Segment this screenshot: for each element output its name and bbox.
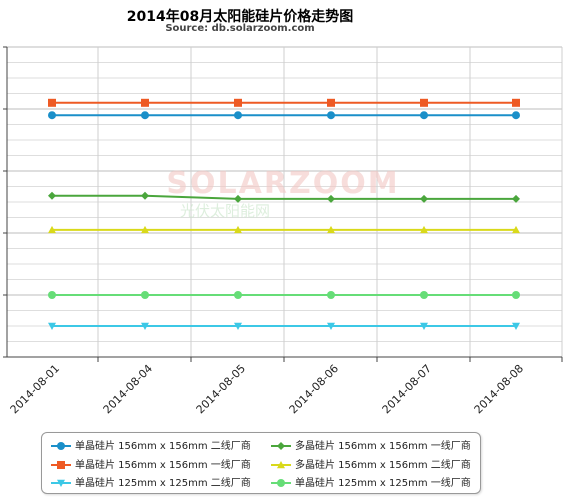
data-point bbox=[234, 194, 242, 203]
data-point bbox=[48, 191, 56, 200]
data-point bbox=[48, 98, 56, 107]
legend-item[interactable]: 单晶硅片 125mm x 125mm 一线厂商 bbox=[270, 476, 471, 491]
svg-text:SOLARZOOM: SOLARZOOM bbox=[166, 166, 399, 201]
legend-swatch bbox=[51, 479, 71, 487]
data-point bbox=[327, 225, 335, 234]
legend-label: 单晶硅片 156mm x 156mm 一线厂商 bbox=[75, 460, 251, 471]
legend-item[interactable]: 单晶硅片 156mm x 156mm 二线厂商 bbox=[50, 439, 251, 454]
data-point bbox=[420, 322, 428, 330]
data-point bbox=[512, 98, 520, 107]
data-point bbox=[57, 461, 65, 469]
series-4 bbox=[48, 191, 520, 203]
data-point bbox=[512, 322, 520, 330]
data-point bbox=[48, 111, 56, 120]
legend-swatch bbox=[51, 442, 71, 450]
data-point bbox=[234, 322, 242, 330]
data-point bbox=[327, 322, 335, 330]
svg-text:光伏太阳能网: 光伏太阳能网 bbox=[180, 202, 270, 220]
series-6 bbox=[48, 291, 520, 299]
data-point bbox=[141, 291, 149, 299]
data-point bbox=[234, 225, 242, 234]
data-point bbox=[512, 291, 520, 299]
axes bbox=[3, 46, 563, 362]
data-point bbox=[512, 225, 520, 234]
legend-label: 单晶硅片 125mm x 125mm 二线厂商 bbox=[75, 478, 251, 489]
grid-lines bbox=[7, 46, 563, 358]
data-point bbox=[327, 111, 335, 120]
data-point bbox=[48, 322, 56, 330]
data-point bbox=[234, 111, 242, 120]
x-tick-label: 2014-08-01 bbox=[8, 362, 62, 416]
series-2 bbox=[48, 98, 520, 107]
series-5 bbox=[48, 225, 520, 234]
series-1 bbox=[48, 111, 520, 120]
series-3 bbox=[48, 322, 520, 330]
chart-title: 2014年08月太阳能硅片价格走势图 bbox=[126, 9, 354, 25]
legend-item[interactable]: 单晶硅片 156mm x 156mm 一线厂商 bbox=[50, 458, 251, 473]
data-point bbox=[512, 194, 520, 203]
chart-subtitle: Source: db.solarzoom.com bbox=[165, 23, 315, 34]
x-tick-label: 2014-08-06 bbox=[287, 362, 341, 416]
legend-swatch bbox=[51, 461, 71, 469]
data-point bbox=[277, 479, 285, 487]
x-tick-label: 2014-08-05 bbox=[194, 362, 248, 416]
data-point bbox=[141, 191, 149, 200]
series-layer bbox=[48, 98, 520, 330]
data-point bbox=[420, 225, 428, 234]
data-point bbox=[48, 225, 56, 234]
legend: 单晶硅片 156mm x 156mm 二线厂商 单晶硅片 156mm x 156m… bbox=[41, 432, 481, 494]
legend-item[interactable]: 多晶硅片 156mm x 156mm 一线厂商 bbox=[270, 439, 471, 454]
data-point bbox=[327, 98, 335, 107]
legend-swatch bbox=[271, 442, 291, 450]
data-point bbox=[141, 98, 149, 107]
legend-swatch bbox=[271, 461, 291, 469]
data-point bbox=[420, 194, 428, 203]
data-point bbox=[57, 442, 65, 450]
x-tick-labels: 2014-08-01 2014-08-04 2014-08-05 2014-08-06… bbox=[8, 362, 526, 416]
data-point bbox=[420, 98, 428, 107]
data-point bbox=[277, 461, 285, 469]
legend-label: 多晶硅片 156mm x 156mm 二线厂商 bbox=[295, 460, 471, 471]
legend-label: 单晶硅片 125mm x 125mm 一线厂商 bbox=[295, 478, 471, 489]
watermark-logo: SOLARZOOM 光伏太阳能网 bbox=[166, 166, 399, 220]
data-point bbox=[277, 442, 285, 450]
data-point bbox=[234, 291, 242, 299]
x-tick-label: 2014-08-04 bbox=[101, 362, 155, 416]
data-point bbox=[48, 291, 56, 299]
series-line bbox=[52, 194, 516, 200]
data-point bbox=[141, 111, 149, 120]
data-point bbox=[141, 225, 149, 234]
legend-item[interactable]: 单晶硅片 125mm x 125mm 二线厂商 bbox=[50, 476, 251, 491]
data-point bbox=[512, 111, 520, 120]
legend-swatch bbox=[271, 479, 291, 487]
data-point bbox=[420, 111, 428, 120]
x-tick-label: 2014-08-08 bbox=[472, 362, 526, 416]
legend-item[interactable]: 多晶硅片 156mm x 156mm 二线厂商 bbox=[270, 458, 471, 473]
data-point bbox=[420, 291, 428, 299]
legend-label: 单晶硅片 156mm x 156mm 二线厂商 bbox=[75, 441, 251, 452]
x-tick-label: 2014-08-07 bbox=[380, 362, 434, 416]
data-point bbox=[327, 194, 335, 203]
legend-label: 多晶硅片 156mm x 156mm 一线厂商 bbox=[295, 441, 471, 452]
data-point bbox=[327, 291, 335, 299]
data-point bbox=[141, 322, 149, 330]
data-point bbox=[57, 479, 65, 487]
data-point bbox=[234, 98, 242, 107]
